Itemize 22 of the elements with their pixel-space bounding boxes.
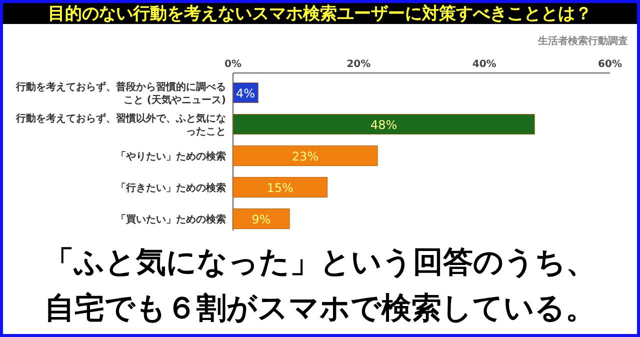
text: 自宅でも６割がスマホで検索している。 [44, 291, 596, 326]
data-label: 48% [370, 118, 398, 132]
data-label: 23% [292, 149, 319, 164]
bar [232, 114, 535, 134]
y-tick-label: 「やりたい」ための検索 [116, 150, 226, 162]
bar [232, 146, 378, 166]
x-tick-label: 0% [224, 59, 242, 70]
data-label: 15% [266, 180, 294, 195]
data-label: 9% [252, 212, 271, 226]
bar [232, 208, 290, 229]
x-tick-label: 40% [472, 59, 496, 70]
chart-title: 目的のない行動を考えないスマホ検索ユーザーに対策すべきこととは？ [48, 4, 592, 24]
data-label: 4% [236, 86, 256, 100]
y-tick-label: 行動を考えておらず、普段から習慣的に調べること (天気やニュース) [15, 80, 226, 106]
text: 生活者検索行動調査 [537, 35, 628, 47]
bar [232, 177, 328, 198]
text: 「ふと気になった」という回答のうち、 [44, 245, 596, 280]
y-tick-label: 「行きたい」ための検索 [116, 182, 226, 194]
y-tick-label: 「買いたい」ための検索 [116, 213, 226, 226]
y-tick-label: 行動を考えておらず、習慣以外で、ふと気になったこと [15, 112, 226, 138]
x-tick-label: 20% [346, 59, 371, 70]
x-tick-label: 60% [598, 59, 622, 70]
